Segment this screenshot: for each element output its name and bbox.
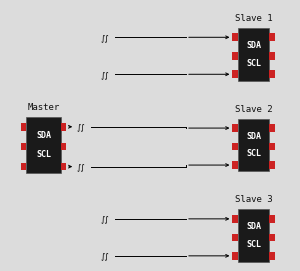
Text: SCL: SCL: [246, 150, 261, 159]
Text: ∫∫: ∫∫: [100, 70, 109, 79]
Bar: [232, 215, 238, 223]
Text: SDA: SDA: [246, 222, 261, 231]
Text: ∫∫: ∫∫: [77, 122, 85, 131]
Text: SDA: SDA: [246, 131, 261, 140]
Text: SCL: SCL: [36, 150, 51, 159]
Bar: [26, 117, 61, 173]
Bar: [269, 143, 275, 150]
Bar: [269, 52, 275, 60]
Bar: [232, 161, 238, 169]
Bar: [238, 28, 269, 81]
Bar: [269, 161, 275, 169]
Bar: [232, 143, 238, 150]
Bar: [269, 34, 275, 41]
Bar: [238, 209, 269, 262]
Bar: [269, 252, 275, 260]
Text: SDA: SDA: [36, 131, 51, 140]
Bar: [21, 123, 26, 131]
Text: Slave 2: Slave 2: [235, 105, 272, 114]
Bar: [269, 70, 275, 78]
Bar: [61, 123, 66, 131]
Text: ∫∫: ∫∫: [100, 214, 109, 223]
Bar: [238, 119, 269, 171]
Bar: [232, 52, 238, 60]
Bar: [232, 124, 238, 132]
Bar: [61, 163, 66, 170]
Text: Slave 1: Slave 1: [235, 14, 272, 23]
Bar: [232, 234, 238, 241]
Text: SCL: SCL: [246, 240, 261, 249]
Bar: [269, 124, 275, 132]
Text: SDA: SDA: [246, 41, 261, 50]
Text: ∫∫: ∫∫: [100, 33, 109, 42]
Bar: [21, 163, 26, 170]
Bar: [21, 143, 26, 150]
Bar: [232, 252, 238, 260]
Text: Slave 3: Slave 3: [235, 195, 272, 204]
Bar: [269, 215, 275, 223]
Bar: [61, 143, 66, 150]
Text: SCL: SCL: [246, 59, 261, 68]
Bar: [232, 34, 238, 41]
Text: Master: Master: [27, 103, 60, 112]
Bar: [232, 70, 238, 78]
Text: ∫∫: ∫∫: [100, 251, 109, 260]
Bar: [269, 234, 275, 241]
Text: ∫∫: ∫∫: [77, 162, 85, 171]
